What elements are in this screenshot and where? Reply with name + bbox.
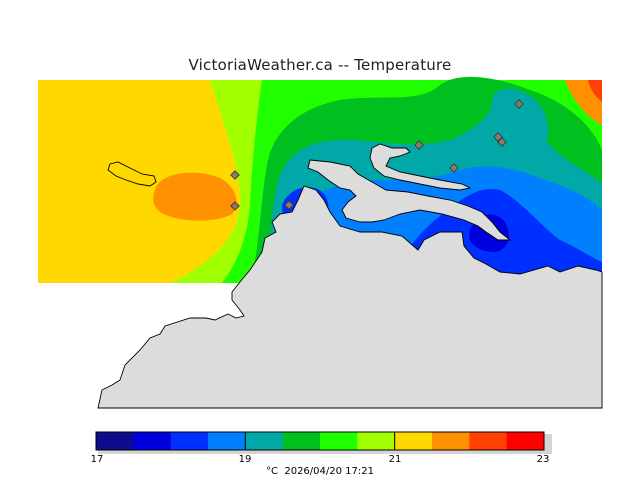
footer-timestamp: 2026/04/20 17:21 xyxy=(284,466,374,477)
colorbar-segment xyxy=(282,432,321,450)
colorbar-segment xyxy=(506,432,545,450)
station-marker xyxy=(230,170,240,180)
colorbar-tick-label-19: 19 xyxy=(238,454,252,465)
colorbar-tick-label-17: 17 xyxy=(90,454,104,465)
station-marker xyxy=(230,201,240,211)
station-marker xyxy=(449,163,459,173)
footer-unit: °C xyxy=(266,466,278,477)
station-marker xyxy=(414,140,424,150)
colorbar-tick-label-23: 23 xyxy=(536,454,550,465)
colorbar-segment xyxy=(245,432,284,450)
strait-strip xyxy=(369,143,472,191)
colorbar-segment xyxy=(432,432,470,450)
colorbar-segment xyxy=(170,432,209,450)
warm-spot-west xyxy=(153,172,237,221)
station-marker xyxy=(497,137,507,147)
footer-note: °C 2026/04/20 17:21 xyxy=(0,466,640,477)
land-mass xyxy=(97,185,603,409)
colorbar-segment xyxy=(469,432,508,450)
map-title: VictoriaWeather.ca -- Temperature xyxy=(188,56,452,74)
station-marker xyxy=(514,99,524,109)
colorbar-segment xyxy=(96,432,134,450)
colorbar-segment xyxy=(208,432,246,450)
island-west xyxy=(107,161,157,187)
colorbar-segment xyxy=(133,432,172,450)
station-marker xyxy=(284,200,294,210)
colorbar xyxy=(96,432,545,450)
colorbar-segment xyxy=(357,432,396,450)
peninsula xyxy=(307,159,512,241)
weather-stations xyxy=(230,99,524,211)
colorbar-ticks xyxy=(95,432,545,450)
colorbar-segment xyxy=(394,432,433,450)
colorbar-segment xyxy=(320,432,358,450)
warm-corner-inner xyxy=(588,80,602,102)
colorbar-tick-label-21: 21 xyxy=(388,454,402,465)
